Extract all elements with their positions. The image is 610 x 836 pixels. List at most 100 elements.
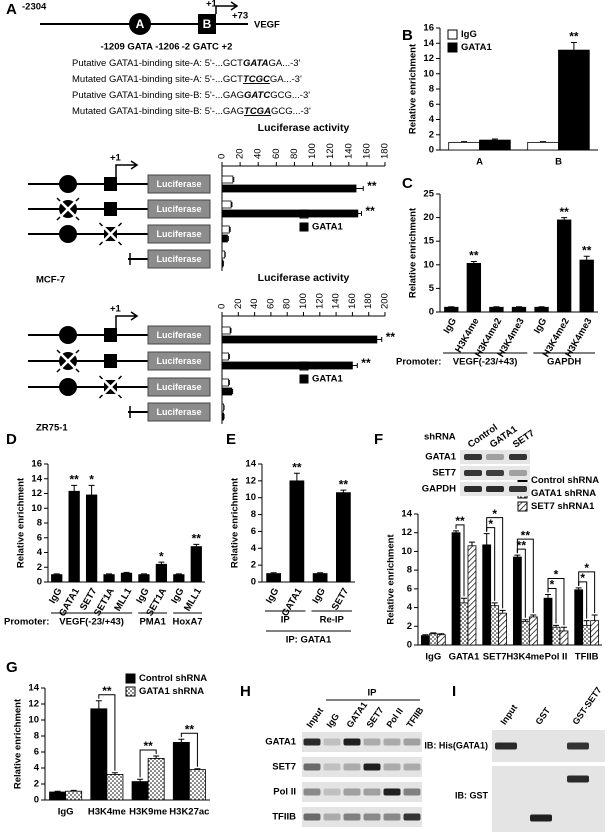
blot-strip <box>302 732 422 752</box>
reporter-label: Luciferase <box>156 407 201 417</box>
error-bar <box>514 554 521 558</box>
site-b-marker <box>104 177 117 191</box>
error-bar <box>317 572 324 574</box>
start-coord: -2304 <box>22 2 47 13</box>
sequence-line: Mutated GATA1-binding site-A: 5'-...GCTT… <box>72 74 302 85</box>
bar <box>266 573 281 583</box>
error-bar <box>228 354 230 359</box>
y-tick-label: 0 <box>37 577 42 588</box>
error-bar <box>583 620 590 626</box>
error-bar <box>153 755 160 759</box>
legend-label: GATA1 <box>312 374 344 385</box>
error-bar <box>583 255 590 261</box>
reporter-box <box>147 224 211 244</box>
error-bar <box>453 530 460 533</box>
band <box>486 454 504 460</box>
blot-row: GAPDH <box>422 484 456 495</box>
y-tick-label: 10 <box>423 259 434 270</box>
error-bar <box>483 533 490 545</box>
x-axis-label: Luciferase activity <box>258 272 350 284</box>
y-tick-label: 10 <box>423 68 434 79</box>
blot-header: shRNA <box>424 432 456 443</box>
significance: ** <box>582 243 592 257</box>
error-bar <box>499 609 506 614</box>
band <box>363 763 381 771</box>
bar <box>221 175 234 184</box>
bar <box>221 250 226 259</box>
significance: ** <box>469 249 479 263</box>
legend-label: GATA1 shRNA <box>531 488 596 499</box>
band <box>323 763 341 771</box>
band <box>343 788 361 796</box>
significance: ** <box>365 204 375 218</box>
y-tick-label: 10 <box>401 546 412 557</box>
y-tick-label: 16 <box>31 459 42 470</box>
bar <box>131 781 149 801</box>
x-axis-label: Luciferase activity <box>258 122 350 134</box>
site-b-marker <box>104 202 117 216</box>
error-bar <box>140 573 147 575</box>
sequence-label: Mutated GATA1-binding site-B: 5'-...GAG <box>72 106 244 117</box>
band <box>363 788 381 796</box>
error-bar <box>178 738 185 743</box>
error-bar <box>54 790 61 792</box>
bar <box>551 626 561 646</box>
x-tick-label: 120 <box>314 293 325 309</box>
bar <box>436 634 446 646</box>
y-tick-label: 4 <box>429 114 435 125</box>
reporter-label: Luciferase <box>156 229 201 239</box>
legend-swatch <box>447 42 458 53</box>
significance: ** <box>521 528 531 542</box>
y-axis-label: Relative enrichment <box>408 43 419 134</box>
error-bar <box>438 633 445 635</box>
y-axis-label: Relative enrichment <box>408 207 419 298</box>
site-b-coords: -2 GATC +2 <box>182 42 233 53</box>
legend-swatch <box>447 29 458 40</box>
bar <box>543 597 553 646</box>
y-tick-label: 14 <box>31 473 42 484</box>
bar <box>590 620 600 646</box>
panel-letter: F <box>374 431 383 448</box>
band <box>343 738 361 746</box>
blot-strip <box>302 782 422 802</box>
legend-label: Control shRNA <box>531 475 599 486</box>
bar <box>90 708 108 801</box>
x-tick-label: 160 <box>347 293 358 309</box>
x-tick-label: 0 <box>217 154 228 159</box>
error-bar <box>71 484 78 492</box>
error-bar <box>553 624 559 628</box>
error-bar <box>352 363 358 368</box>
blot-column: GST-SET7 <box>570 685 603 726</box>
x-tick-label: Pol II <box>545 652 568 663</box>
error-bar <box>158 561 165 565</box>
group-label: HoxA7 <box>173 617 203 628</box>
x-tick-label: 40 <box>253 148 264 159</box>
y-tick-label: 14 <box>28 683 39 694</box>
panel-letter: A <box>6 1 17 18</box>
y-tick-label: 12 <box>31 488 42 499</box>
sequence-line: Putative GATA1-binding site-B: 5'-...GAG… <box>72 90 310 101</box>
error-bar <box>232 177 235 182</box>
error-bar <box>540 141 547 143</box>
bar <box>221 200 232 209</box>
error-bar <box>230 328 232 333</box>
bar <box>512 556 522 646</box>
significance: ** <box>143 739 153 753</box>
sequence-suffix: GA...-3' <box>270 74 302 85</box>
significance-bracket <box>180 732 198 767</box>
bar <box>221 209 359 218</box>
significance: ** <box>292 460 302 474</box>
band <box>303 813 321 821</box>
error-bar <box>430 632 437 634</box>
band <box>383 788 401 796</box>
y-tick-label: 6 <box>34 747 39 758</box>
x-tick-label: 20 <box>233 298 244 309</box>
bar <box>190 546 202 583</box>
blot-column: GST <box>533 705 552 726</box>
x-tick-label: 120 <box>325 143 336 159</box>
reporter-label: Luciferase <box>156 382 201 392</box>
binding-site: TCGC <box>243 74 270 85</box>
error-bar <box>491 138 498 141</box>
significance: ** <box>386 330 396 344</box>
error-bar <box>53 573 60 575</box>
